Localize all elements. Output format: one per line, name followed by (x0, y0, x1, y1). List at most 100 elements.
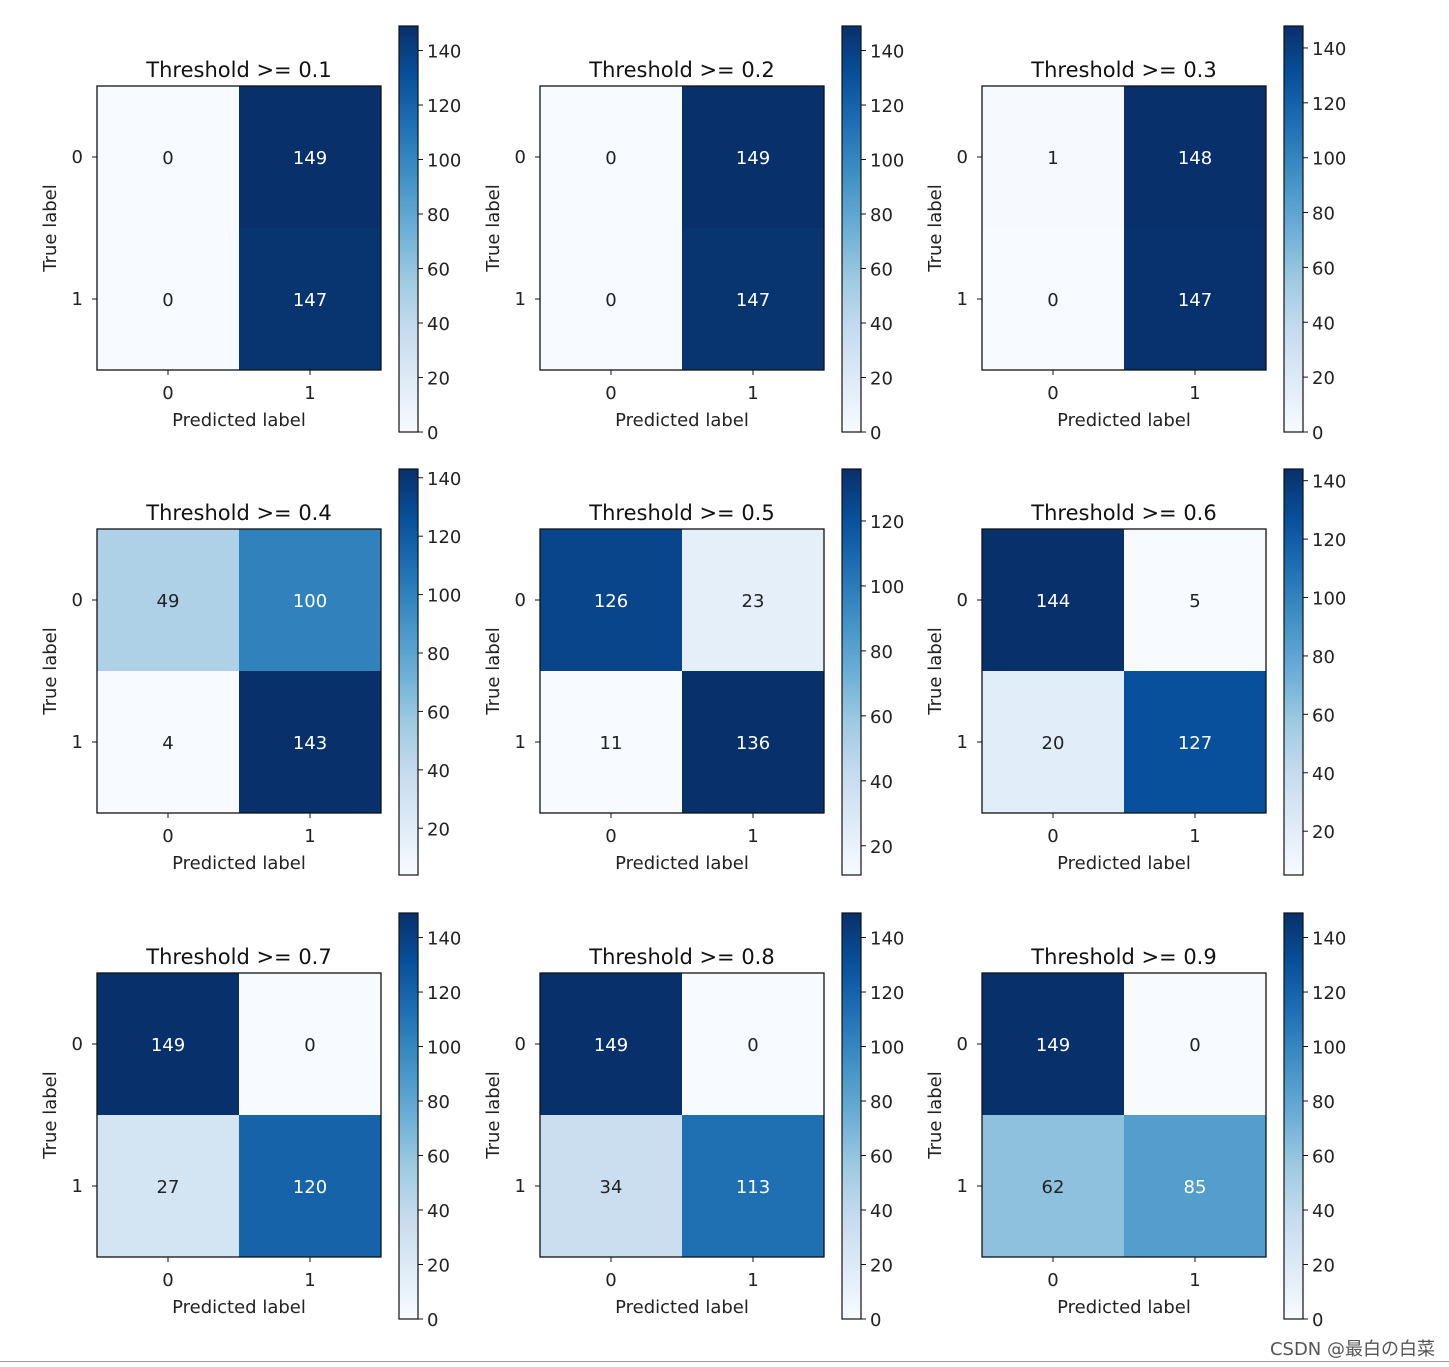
colorbar-tick-label-6: 120 (1312, 983, 1346, 1004)
cell-value-r0-c1: 149 (736, 148, 770, 169)
y-axis-label: True label (483, 627, 504, 716)
x-tick-label-1: 1 (304, 826, 315, 847)
axes-frame (96, 528, 382, 814)
x-axis-label: Predicted label (615, 1297, 749, 1318)
x-tick-label-1: 1 (1189, 1270, 1200, 1291)
y-tick-label-0: 0 (515, 147, 526, 168)
colorbar-tick-label-1: 20 (427, 1256, 450, 1277)
chart-title: Threshold >= 0.5 (588, 501, 774, 525)
colorbar-tick-label-5: 120 (427, 527, 461, 548)
axes-frame (96, 85, 382, 371)
y-tick-label-1: 1 (957, 1176, 968, 1197)
colorbar (841, 912, 862, 1320)
colorbar-tick-label-6: 140 (1312, 472, 1346, 493)
y-tick-label-0: 0 (515, 590, 526, 611)
cell-value-r0-c0: 149 (151, 1035, 185, 1056)
confusion-matrix-1: Threshold >= 0.1 0 149 0 147 0 1 0 1 Predicted la… (40, 25, 461, 444)
cell-value-r1-c0: 62 (1042, 1177, 1065, 1198)
cell-value-r0-c1: 23 (742, 591, 765, 612)
cell-r0-c1 (682, 973, 824, 1115)
cell-r1-c1 (239, 671, 381, 813)
colorbar-tick-label-2: 40 (1312, 1201, 1335, 1222)
x-axis-label: Predicted label (1057, 410, 1191, 431)
cell-r1-c1 (1124, 228, 1266, 370)
cell-r1-c0 (982, 228, 1124, 370)
y-tick-label-0: 0 (957, 590, 968, 611)
x-tick-label-0: 0 (1047, 1270, 1058, 1291)
y-tick-label-1: 1 (72, 732, 83, 753)
cell-r1-c0 (540, 1115, 682, 1257)
colorbar-tick-label-3: 60 (427, 1147, 450, 1168)
cell-r0-c1 (1124, 86, 1266, 228)
colorbar-tick-label-3: 80 (870, 642, 893, 663)
colorbar (398, 912, 419, 1320)
y-tick-label-0: 0 (72, 147, 83, 168)
confusion-matrix-5: Threshold >= 0.5 126 23 11 136 0 1 0 1 Predicted … (483, 468, 904, 876)
axes-frame (539, 528, 825, 814)
colorbar (841, 468, 862, 876)
cell-value-r0-c1: 149 (293, 148, 327, 169)
colorbar-tick-label-2: 40 (427, 314, 450, 335)
confusion-matrix-2: Threshold >= 0.2 0 149 0 147 0 1 0 1 Predicted la… (483, 25, 904, 444)
colorbar-tick-label-3: 60 (1312, 1147, 1335, 1168)
colorbar-tick-label-3: 60 (870, 1147, 893, 1168)
cell-value-r0-c1: 148 (1178, 148, 1212, 169)
colorbar-tick-label-5: 100 (1312, 149, 1346, 170)
x-tick-label-0: 0 (162, 826, 173, 847)
y-tick-label-0: 0 (72, 1034, 83, 1055)
y-axis-label: True label (483, 184, 504, 273)
x-tick-label-1: 1 (1189, 826, 1200, 847)
chart-title: Threshold >= 0.9 (1030, 945, 1216, 969)
y-tick-label-1: 1 (515, 1176, 526, 1197)
cell-r0-c1 (239, 973, 381, 1115)
chart-title: Threshold >= 0.2 (588, 58, 774, 82)
cell-r0-c1 (682, 86, 824, 228)
cell-r1-c1 (682, 1115, 824, 1257)
colorbar-tick-label-6: 120 (427, 983, 461, 1004)
cell-r0-c1 (239, 86, 381, 228)
x-tick-label-0: 0 (1047, 383, 1058, 404)
colorbar-tick-label-4: 80 (1312, 204, 1335, 225)
colorbar-tick-label-7: 140 (870, 929, 904, 950)
colorbar-tick-label-1: 20 (1312, 368, 1335, 389)
x-axis-label: Predicted label (172, 410, 306, 431)
chart-title: Threshold >= 0.4 (145, 501, 331, 525)
colorbar-tick-label-0: 0 (427, 423, 438, 444)
colorbar-tick-label-4: 100 (1312, 589, 1346, 610)
cell-value-r0-c0: 144 (1036, 591, 1070, 612)
colorbar-tick-label-1: 40 (427, 761, 450, 782)
chart-title: Threshold >= 0.8 (588, 945, 774, 969)
x-tick-label-1: 1 (747, 383, 758, 404)
cell-r0-c1 (239, 529, 381, 671)
colorbar-tick-label-1: 20 (870, 1256, 893, 1277)
y-tick-label-1: 1 (515, 289, 526, 310)
cell-r0-c0 (97, 86, 239, 228)
colorbar-tick-label-7: 140 (870, 42, 904, 63)
colorbar-tick-label-5: 100 (870, 151, 904, 172)
x-tick-label-0: 0 (605, 383, 616, 404)
axes-frame (981, 528, 1267, 814)
confusion-matrix-3: Threshold >= 0.3 1 148 0 147 0 1 0 1 Predicted la… (925, 25, 1346, 444)
axes-frame (981, 85, 1267, 371)
y-axis-label: True label (40, 1071, 61, 1160)
y-axis-label: True label (483, 1071, 504, 1160)
cell-value-r1-c1: 147 (736, 290, 770, 311)
colorbar (841, 25, 862, 433)
cell-r1-c1 (239, 1115, 381, 1257)
x-axis-label: Predicted label (1057, 853, 1191, 874)
colorbar-tick-label-3: 80 (427, 644, 450, 665)
cell-value-r1-c1: 85 (1184, 1177, 1207, 1198)
cell-value-r0-c0: 0 (162, 148, 173, 169)
x-axis-label: Predicted label (1057, 1297, 1191, 1318)
colorbar-tick-label-0: 0 (870, 1310, 881, 1331)
cell-value-r1-c1: 120 (293, 1177, 327, 1198)
x-tick-label-0: 0 (162, 383, 173, 404)
confusion-matrix-7: Threshold >= 0.7 149 0 27 120 0 1 0 1 Predicted l… (40, 912, 461, 1331)
colorbar-tick-label-2: 40 (870, 314, 893, 335)
cell-value-r0-c0: 149 (1036, 1035, 1070, 1056)
colorbar-tick-label-1: 40 (1312, 764, 1335, 785)
cell-value-r1-c0: 20 (1042, 733, 1065, 754)
colorbar-tick-label-2: 40 (1312, 313, 1335, 334)
y-tick-label-0: 0 (957, 147, 968, 168)
colorbar-tick-label-7: 140 (427, 929, 461, 950)
